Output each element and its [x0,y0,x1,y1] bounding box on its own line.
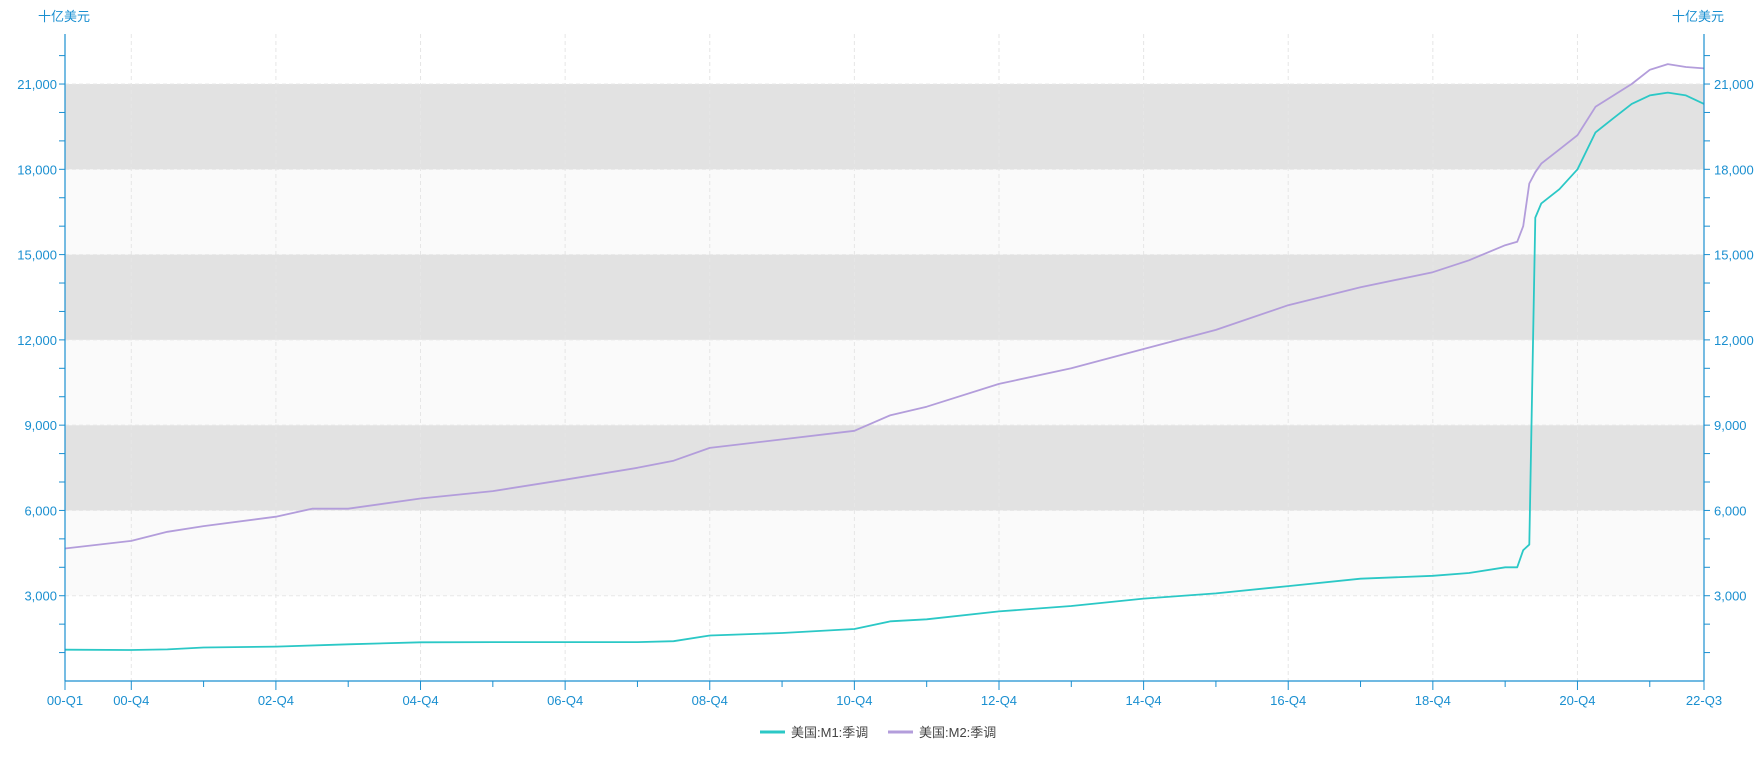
x-tick-label: 04-Q4 [402,693,438,708]
x-tick-label: 20-Q4 [1559,693,1595,708]
left-unit-label: 十亿美元 [38,9,90,24]
left-y-tick-label: 21,000 [17,77,57,92]
band [65,254,1704,340]
right-y-tick-label: 3,000 [1714,589,1747,604]
right-y-tick-label: 9,000 [1714,418,1747,433]
x-tick-label: 00-Q1 [47,693,83,708]
grid-lines [65,34,1704,681]
legend-label-m1: 美国:M1:季调 [791,725,868,740]
left-y-tick-label: 6,000 [24,503,57,518]
right-unit-label: 十亿美元 [1672,9,1724,24]
right-y-tick-label: 6,000 [1714,503,1747,518]
band [65,169,1704,255]
band [65,595,1704,681]
x-tick-label: 22-Q3 [1686,693,1722,708]
axes: 3,000 3,000 6,000 6,000 9,000 9,000 12,000 12,0… [17,34,1754,708]
left-y-tick-label: 3,000 [24,589,57,604]
x-tick-label: 16-Q4 [1270,693,1306,708]
right-y-tick-label: 12,000 [1714,333,1754,348]
left-y-tick-label: 9,000 [24,418,57,433]
right-y-tick-label: 21,000 [1714,77,1754,92]
series-lines [64,63,1705,651]
left-y-tick-label: 18,000 [17,162,57,177]
left-y-tick-label: 12,000 [17,333,57,348]
band [65,339,1704,426]
x-tick-label: 08-Q4 [692,693,728,708]
x-tick-label: 00-Q4 [113,693,149,708]
band [65,510,1704,596]
x-tick-label: 12-Q4 [981,693,1017,708]
legend-label-m2: 美国:M2:季调 [919,725,996,740]
band [65,84,1704,170]
x-tick-label: 06-Q4 [547,693,583,708]
legend: 美国:M1:季调 美国:M2:季调 [760,725,996,740]
band [65,425,1704,511]
left-y-tick-label: 15,000 [17,248,57,263]
background-bands [65,84,1704,681]
x-tick-label: 10-Q4 [836,693,872,708]
x-tick-label: 02-Q4 [258,693,294,708]
series-line-m2 [64,63,1705,550]
series-line-m1 [64,91,1705,651]
x-tick-label: 18-Q4 [1415,693,1451,708]
right-y-tick-label: 18,000 [1714,162,1754,177]
x-tick-label: 14-Q4 [1126,693,1162,708]
right-y-tick-label: 15,000 [1714,248,1754,263]
